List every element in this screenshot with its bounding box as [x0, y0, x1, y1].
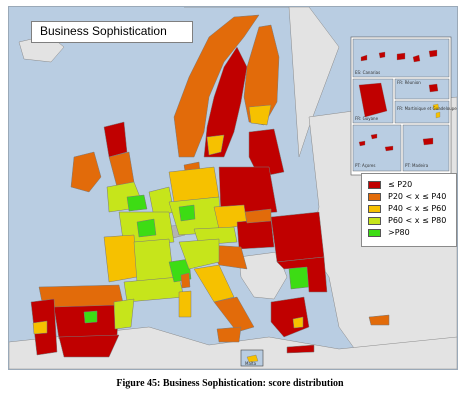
- region-germany-north: [168, 166, 220, 203]
- inset-label-acores: PT: Açores: [355, 163, 376, 168]
- region-italy-south: [213, 296, 255, 333]
- map-frame: Business Sophistication ES: Canarias FR:…: [8, 6, 458, 370]
- legend-item-p80: P60 < x ≤ P80: [368, 216, 454, 226]
- region-france-central: [133, 238, 175, 283]
- region-corsica: [180, 272, 191, 289]
- region-uk-scotland: [103, 121, 128, 158]
- region-cyprus: [368, 314, 390, 326]
- map-legend: ≤ P20 P20 < x ≤ P40 P40 < x ≤ P60 P60 < …: [361, 173, 457, 247]
- inset-madeira: [402, 124, 450, 172]
- region-italy-north: [178, 238, 220, 270]
- region-acores: [358, 133, 394, 152]
- region-uk-southeast: [126, 194, 148, 212]
- region-spain-south: [58, 334, 120, 358]
- legend-label-p20: ≤ P20: [388, 180, 413, 189]
- region-spain-madrid: [83, 310, 98, 324]
- region-germany-hub: [178, 204, 196, 222]
- region-poland: [218, 166, 278, 218]
- region-martinique-guadeloupe: [432, 103, 441, 119]
- region-finland-south: [248, 104, 272, 126]
- region-norway: [173, 14, 260, 158]
- legend-label-p60: P40 < x ≤ P60: [388, 204, 447, 213]
- inset-label-canarias: ES: Canarias: [355, 70, 381, 75]
- region-romania-capital: [288, 264, 310, 290]
- legend-swatch-p60: [368, 205, 381, 213]
- inset-label-martinique-guadeloupe: FR: Martinique et Guadeloupe: [397, 106, 457, 111]
- region-sweden: [203, 46, 248, 158]
- region-greece: [270, 296, 310, 338]
- region-uk-north: [108, 151, 135, 188]
- inset-label-guyane: FR: Guyane: [355, 116, 379, 121]
- region-reunion: [428, 83, 439, 93]
- europe-choropleth-map: [9, 7, 457, 369]
- legend-item-p60: P40 < x ≤ P60: [368, 204, 454, 214]
- region-ireland: [70, 151, 102, 193]
- legend-label-top: >P80: [388, 228, 410, 237]
- region-slovakia: [244, 208, 272, 224]
- region-france-paris: [136, 218, 157, 238]
- inset-label-madeira: PT: Madeira: [405, 163, 429, 168]
- inset-martinique-guadeloupe: [394, 100, 450, 124]
- region-romania: [270, 211, 325, 263]
- map-title: Business Sophistication: [40, 24, 167, 38]
- non-eu-land-africa: [9, 326, 457, 369]
- inset-reunion: [394, 78, 450, 100]
- region-portugal-lisbon: [32, 320, 48, 335]
- inset-label-reunion: FR: Réunion: [397, 80, 421, 85]
- non-eu-land-north: [184, 7, 340, 158]
- region-france-west: [103, 234, 138, 283]
- region-spain-east: [113, 298, 135, 330]
- legend-swatch-top: [368, 229, 381, 237]
- region-greece-athens: [292, 316, 304, 329]
- legend-label-p80: P60 < x ≤ P80: [388, 216, 447, 225]
- figure-caption: Figure 45: Business Sophistication: scor…: [116, 378, 344, 389]
- map-title-box: Business Sophistication: [31, 21, 193, 43]
- legend-label-p40: P20 < x ≤ P40: [388, 192, 447, 201]
- region-guyane: [358, 82, 388, 118]
- region-baltics: [248, 128, 285, 178]
- region-canarias: [360, 49, 438, 63]
- region-italy-central: [193, 264, 235, 303]
- legend-swatch-p40: [368, 193, 381, 201]
- region-malta: [246, 354, 259, 363]
- legend-item-p40: P20 < x ≤ P40: [368, 192, 454, 202]
- legend-swatch-p20: [368, 181, 381, 189]
- region-madeira: [422, 137, 434, 146]
- region-sardinia: [178, 290, 192, 318]
- region-bulgaria: [276, 256, 328, 293]
- region-finland: [243, 24, 280, 126]
- region-sweden-south: [206, 134, 225, 156]
- legend-item-p20: ≤ P20: [368, 180, 454, 190]
- legend-swatch-p80: [368, 217, 381, 225]
- region-sicily: [216, 326, 242, 343]
- legend-item-top: >P80: [368, 228, 454, 238]
- region-crete: [286, 344, 315, 354]
- malta-inset-label: Malta: [245, 361, 257, 366]
- region-hungary: [236, 218, 275, 250]
